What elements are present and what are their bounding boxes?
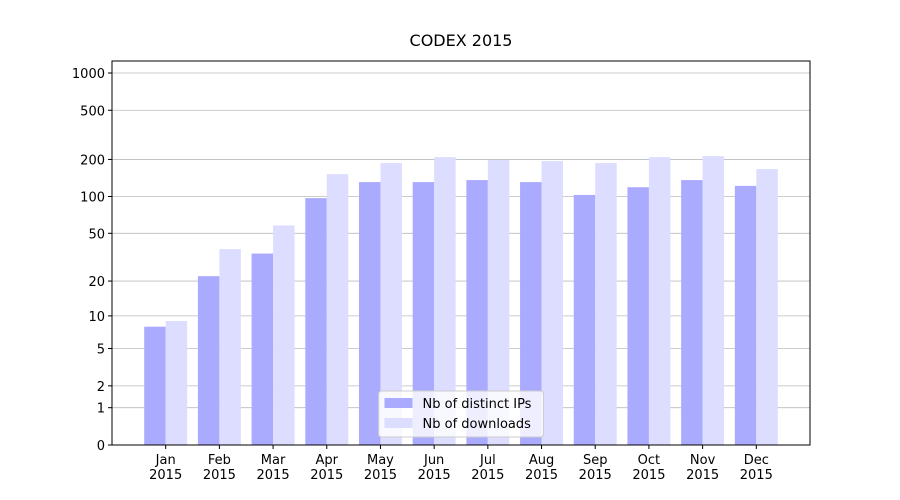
bar [326, 174, 349, 446]
y-tick-label: 200 [80, 153, 105, 168]
bar [466, 180, 488, 445]
legend-label: Nb of distinct IPs [423, 397, 532, 412]
y-tick-label: 2 [97, 380, 105, 395]
bar [165, 321, 188, 445]
bar [305, 198, 327, 445]
bar [412, 182, 435, 445]
bar [358, 182, 381, 445]
x-tick-label: Dec 2015 [739, 453, 773, 483]
bar [273, 225, 295, 445]
bar [520, 182, 542, 445]
bar [251, 253, 274, 445]
legend-swatch [384, 418, 413, 428]
x-tick-label: Jun 2015 [417, 453, 451, 483]
x-tick-label: Aug 2015 [524, 453, 559, 483]
bar [434, 157, 456, 445]
x-tick-label: Apr 2015 [310, 453, 344, 483]
bar [702, 156, 725, 445]
bar [219, 249, 241, 445]
y-tick-label: 20 [88, 275, 105, 290]
x-tick-label: Jan 2015 [149, 453, 183, 483]
x-tick-label: Mar 2015 [256, 453, 290, 483]
legend: Nb of distinct IPs Nb of downloads [378, 390, 544, 438]
bar [627, 187, 649, 445]
legend-label: Nb of downloads [423, 417, 532, 432]
bar [756, 169, 778, 446]
legend-swatch [384, 398, 413, 408]
y-tick-label: 1000 [72, 67, 105, 82]
x-tick-label: Oct 2015 [632, 453, 666, 483]
x-tick-label: Sep 2015 [578, 453, 612, 483]
x-tick-label: Jul 2015 [471, 453, 505, 483]
x-tick-label: Nov 2015 [686, 453, 720, 483]
legend-box [378, 390, 544, 438]
y-tick-label: 500 [80, 104, 105, 119]
bar [144, 326, 166, 445]
bar [380, 163, 402, 446]
bar [595, 163, 617, 446]
y-tick-label: 50 [88, 227, 105, 242]
bar [197, 276, 220, 445]
y-tick-label: 5 [97, 343, 105, 358]
bar [734, 185, 757, 445]
bar [487, 159, 510, 445]
plot-frame [111, 60, 811, 446]
bar [648, 157, 671, 445]
y-tick-label: 10 [88, 310, 105, 325]
x-tick-label: Feb 2015 [202, 453, 236, 483]
y-tick-label: 0 [97, 439, 105, 454]
chart-title: CODEX 2015 [410, 31, 513, 50]
bar [541, 161, 564, 445]
y-tick-label: 100 [80, 191, 105, 206]
bar [573, 194, 596, 445]
bar [681, 180, 703, 445]
y-tick-label: 1 [97, 402, 105, 417]
x-tick-label: May 2015 [363, 453, 397, 483]
